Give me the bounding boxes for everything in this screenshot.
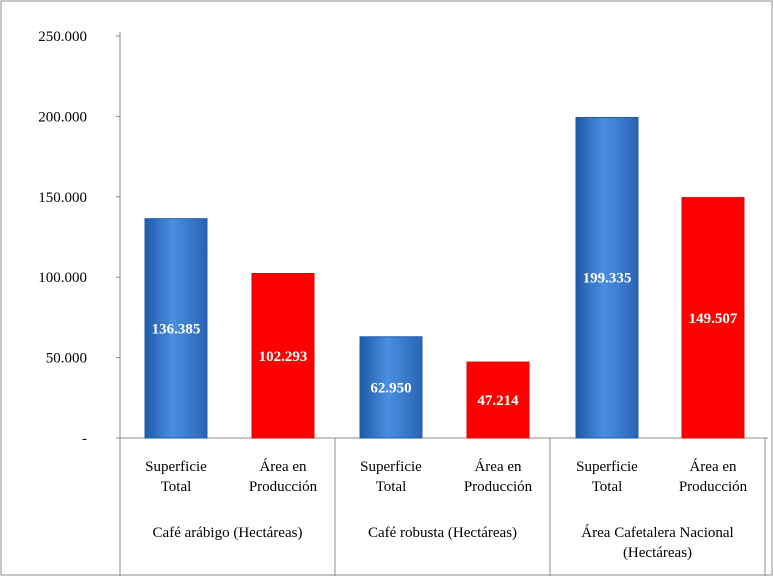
data-label: 149.507	[689, 311, 738, 327]
bar-superficie-total	[144, 218, 208, 439]
category-label: Área en	[474, 458, 522, 475]
data-label: 136.385	[152, 321, 201, 337]
bar-area-en-produccion	[466, 361, 530, 439]
category-label: Producción	[679, 479, 748, 495]
data-label: 102.293	[259, 349, 308, 365]
category-label: Producción	[464, 479, 533, 495]
y-tick-label: 200.000	[38, 109, 87, 125]
bar-superficie-total	[575, 116, 639, 439]
category-label: Producción	[249, 479, 318, 495]
y-tick-label: 150.000	[38, 190, 87, 206]
y-tick-label: 100.000	[38, 270, 87, 286]
y-tick-label: -	[82, 431, 87, 447]
category-label: Total	[376, 479, 407, 495]
category-label: Superficie	[576, 459, 638, 475]
category-label: Total	[161, 479, 192, 495]
category-label: Superficie	[360, 459, 422, 475]
category-label: Área en	[259, 458, 307, 475]
y-tick-label: 50.000	[46, 351, 87, 367]
bar-superficie-total	[359, 336, 423, 439]
category-label: Superficie	[145, 459, 207, 475]
group-label: Café arábigo (Hectáreas)	[153, 525, 303, 541]
data-label: 47.214	[477, 393, 519, 409]
plot-area: - 50.000 100.000 150.000 200.000 250.000 136.3…	[38, 29, 768, 576]
y-tick-label: 250.000	[38, 29, 87, 45]
bar-area-en-produccion	[251, 273, 315, 439]
group-label: Área Cafetalera Nacional	[581, 524, 733, 541]
group-label: Café robusta (Hectáreas)	[368, 525, 517, 541]
data-label: 199.335	[583, 271, 632, 287]
category-label: Área en	[689, 458, 737, 475]
category-label: Total	[592, 479, 623, 495]
data-label: 62.950	[370, 380, 411, 396]
bar-area-en-produccion	[681, 197, 745, 439]
group-label: (Hectáreas)	[623, 545, 692, 561]
